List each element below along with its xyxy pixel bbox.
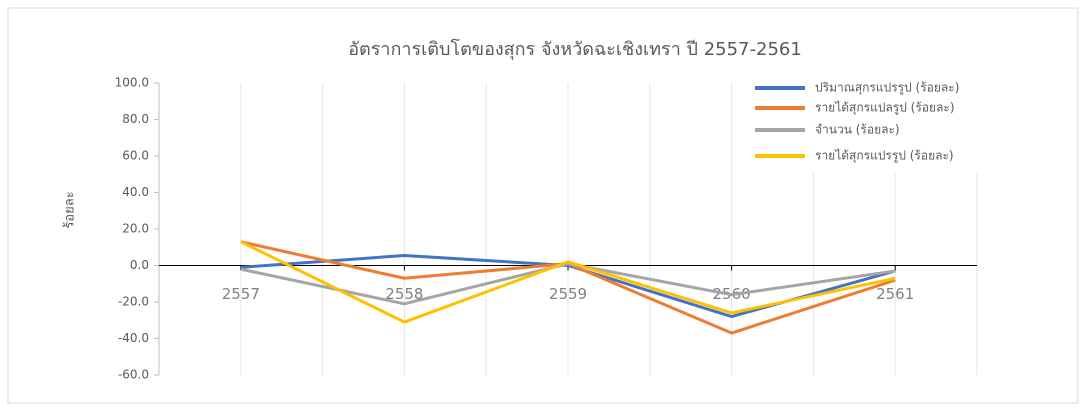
y-tick-label: 100.0 <box>115 76 149 90</box>
y-tick-label: 20.0 <box>122 222 149 236</box>
y-tick-label: -20.0 <box>118 295 149 309</box>
x-tick-label: 2558 <box>385 285 423 303</box>
y-tick-label: 60.0 <box>122 149 149 163</box>
y-tick-label: -60.0 <box>118 368 149 382</box>
legend-label: จำนวน (ร้อยละ) <box>815 123 900 137</box>
y-tick-label: 80.0 <box>122 112 149 126</box>
x-tick-label: 2561 <box>876 285 914 303</box>
y-tick-label: 0.0 <box>130 258 149 272</box>
chart-frame <box>7 7 1079 404</box>
legend-label: รายได้สุกรแปรรูป (ร้อยละ) <box>815 149 954 164</box>
y-axis-title: ร้อยละ <box>63 191 78 228</box>
series-line <box>240 262 896 306</box>
y-tick-label: 40.0 <box>122 185 149 199</box>
legend-label: รายได้สุกรแปลรูป (ร้อยละ) <box>815 101 955 116</box>
series-line <box>240 240 896 324</box>
x-tick-label: 2559 <box>549 285 587 303</box>
legend-label: ปริมาณสุกรแปรรูป (ร้อยละ) <box>815 81 959 96</box>
y-tick-label: -40.0 <box>118 331 149 345</box>
x-tick-label: 2557 <box>222 285 260 303</box>
chart-title: อัตราการเติบโตของสุกร จังหวัดฉะเชิงเทรา … <box>348 38 802 60</box>
